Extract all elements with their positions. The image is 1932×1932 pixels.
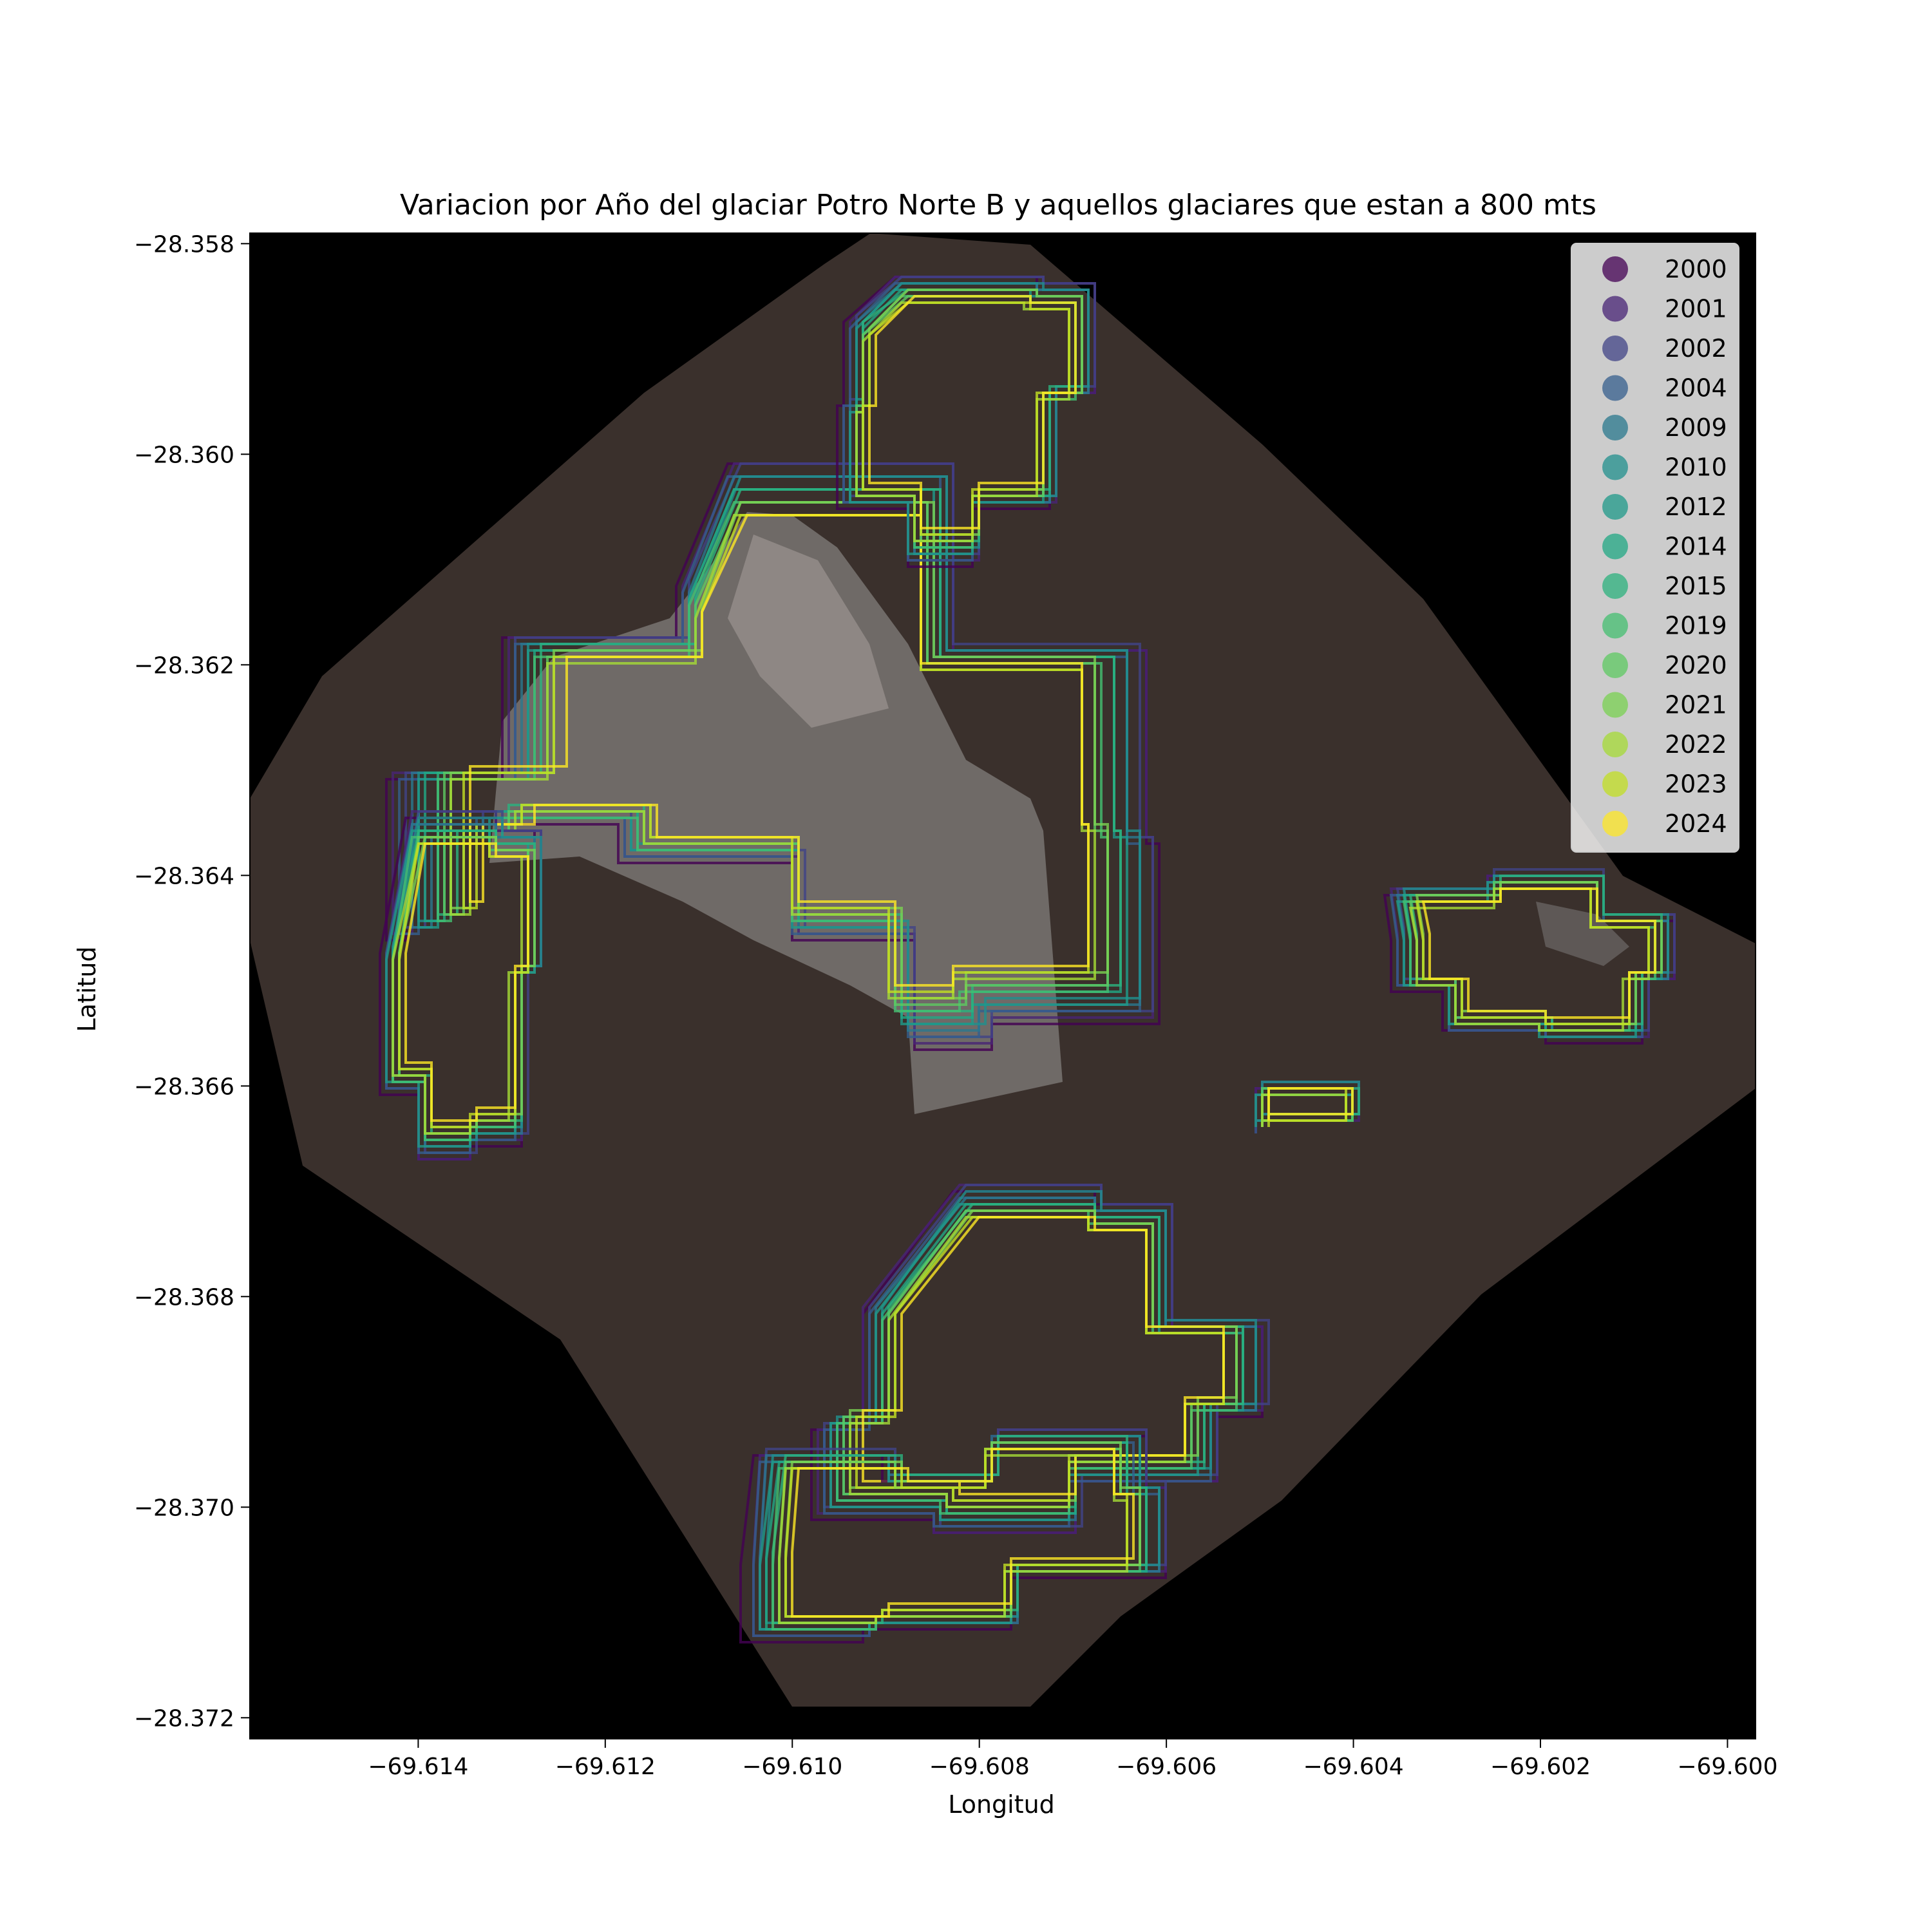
legend-marker <box>1602 256 1628 282</box>
legend-marker <box>1602 375 1628 401</box>
glacier-outline <box>404 842 529 1122</box>
legend-marker <box>1602 573 1628 599</box>
legend-label: 2002 <box>1665 334 1727 363</box>
y-tick-label: −28.364 <box>134 863 234 889</box>
legend-label: 2001 <box>1665 295 1727 323</box>
legend-marker <box>1602 533 1628 560</box>
legend-label: 2022 <box>1665 730 1727 759</box>
legend-marker <box>1602 612 1628 639</box>
x-axis-label: Longitud <box>948 1790 1055 1819</box>
x-axis: −69.614 −69.612 −69.610 −69.608 −69.606 −69.6… <box>368 1739 1778 1780</box>
legend-marker <box>1602 454 1628 480</box>
legend-label: 2023 <box>1665 770 1727 799</box>
legend-items: 2000 2001 2002 2004 2009 2010 2012 2014 2015 2019… <box>1602 255 1727 838</box>
legend-label: 2019 <box>1665 612 1727 640</box>
glacier-outline <box>1267 1087 1354 1121</box>
glacier-outlines <box>379 276 1676 1643</box>
legend-marker <box>1602 811 1628 837</box>
legend-marker <box>1602 415 1628 440</box>
glacier-outline <box>862 1216 1225 1495</box>
legend-label: 2012 <box>1665 493 1727 521</box>
x-tick-label: −69.612 <box>555 1754 656 1780</box>
legend-label: 2004 <box>1665 374 1727 402</box>
legend-marker <box>1602 732 1628 757</box>
legend-label: 2010 <box>1665 453 1727 482</box>
legend-marker <box>1602 652 1628 678</box>
x-tick-label: −69.600 <box>1677 1754 1777 1780</box>
y-tick-label: −28.366 <box>134 1074 234 1100</box>
x-tick-label: −69.604 <box>1303 1754 1403 1780</box>
legend-marker <box>1602 494 1628 520</box>
x-tick-label: −69.608 <box>929 1754 1030 1780</box>
x-tick-label: −69.614 <box>368 1754 468 1780</box>
legend: 2000 2001 2002 2004 2009 2010 2012 2014 2015 2019… <box>1571 243 1739 853</box>
y-tick-label: −28.370 <box>134 1495 234 1521</box>
y-tick-label: −28.360 <box>134 442 234 468</box>
map-area <box>250 233 1756 1739</box>
chart-title: Variacion por Año del glaciar Potro Nort… <box>400 189 1596 222</box>
legend-marker <box>1602 296 1628 322</box>
legend-label: 2015 <box>1665 572 1727 600</box>
y-tick-label: −28.368 <box>134 1284 234 1311</box>
ice-highlight <box>728 535 889 728</box>
glacier-outline <box>1267 1087 1360 1121</box>
legend-label: 2024 <box>1665 810 1727 838</box>
glacier-outline <box>868 295 1077 529</box>
legend-marker <box>1602 692 1628 718</box>
x-tick-label: −69.610 <box>742 1754 842 1780</box>
legend-marker <box>1602 771 1628 797</box>
y-tick-label: −28.362 <box>134 652 234 679</box>
x-tick-label: −69.602 <box>1490 1754 1591 1780</box>
y-tick-label: −28.372 <box>134 1705 234 1732</box>
glacier-outline <box>1421 887 1656 1019</box>
glacier-outline <box>791 1448 1135 1618</box>
legend-label: 2020 <box>1665 651 1727 679</box>
legend-label: 2014 <box>1665 533 1727 561</box>
glacier-outline <box>862 301 1070 536</box>
y-tick-label: −28.358 <box>134 231 234 258</box>
plot-frame <box>249 232 1756 1739</box>
ice-east <box>1536 902 1629 966</box>
y-axis: −28.358 −28.360 −28.362 −28.364 −28.366 −28.3… <box>134 231 250 1732</box>
legend-marker <box>1602 336 1628 361</box>
glacier-outline <box>469 514 1090 987</box>
y-axis-label: Latitud <box>73 946 101 1032</box>
x-tick-label: −69.606 <box>1116 1754 1217 1780</box>
legend-label: 2009 <box>1665 413 1727 442</box>
legend-label: 2000 <box>1665 255 1727 283</box>
legend-label: 2021 <box>1665 691 1727 719</box>
